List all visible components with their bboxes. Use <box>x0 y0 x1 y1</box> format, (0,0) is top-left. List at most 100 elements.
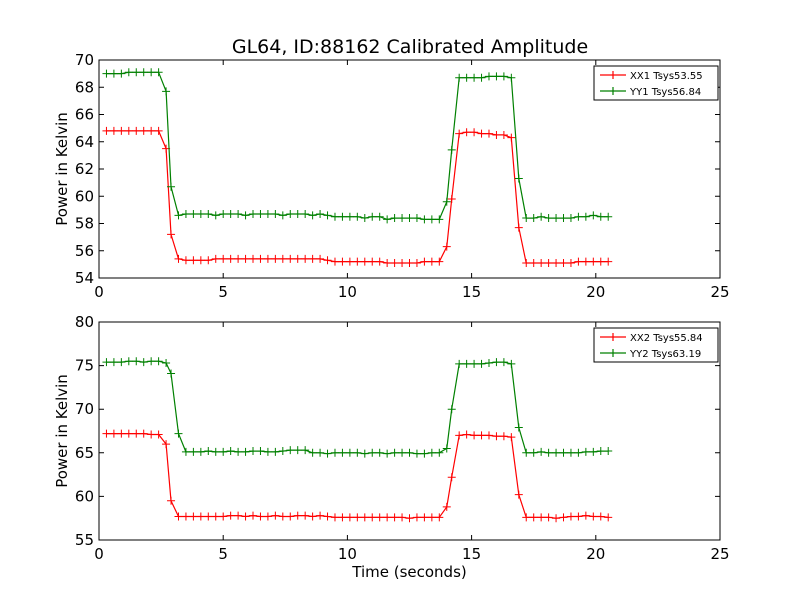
data-point <box>442 242 451 251</box>
data-point <box>219 512 228 521</box>
data-point <box>427 257 436 266</box>
data-point <box>537 447 546 456</box>
data-point <box>405 514 414 523</box>
legend-swatch <box>600 87 626 95</box>
x-tick-label: 20 <box>586 283 605 301</box>
data-point <box>537 259 546 268</box>
data-point <box>537 212 546 221</box>
legend: XX1 Tsys53.55 YY1 Tsys56.84 <box>593 65 719 101</box>
data-point <box>566 259 575 268</box>
data-point <box>522 214 531 223</box>
y-tick-label: 58 <box>75 215 94 233</box>
data-point <box>383 259 392 268</box>
data-point <box>552 514 561 523</box>
data-point <box>323 211 332 220</box>
data-point <box>470 128 479 137</box>
data-point <box>537 513 546 522</box>
data-point <box>196 256 205 265</box>
y-tick-label: 54 <box>75 269 94 287</box>
data-point <box>323 512 332 521</box>
data-point <box>204 256 213 265</box>
data-point <box>484 431 493 440</box>
top-panel: 0 5 10 15 20 25 54 56 58 60 62 64 66 68 70 Power in Kel… <box>53 51 730 301</box>
data-point <box>360 513 369 522</box>
data-point <box>263 447 272 456</box>
y-tick-label: 70 <box>75 51 94 69</box>
data-point <box>405 448 414 457</box>
data-point <box>256 512 265 521</box>
data-point <box>147 68 156 77</box>
data-point <box>596 257 605 266</box>
data-point <box>286 512 295 521</box>
data-point <box>529 259 538 268</box>
data-point <box>271 447 280 456</box>
x-tick-label: 15 <box>462 283 481 301</box>
legend-box <box>593 327 719 363</box>
y-tick-label: 65 <box>75 444 94 462</box>
data-point <box>256 254 265 263</box>
data-point <box>455 431 464 440</box>
data-point <box>249 254 258 263</box>
y-axis-label: Power in Kelvin <box>53 112 71 226</box>
data-point <box>529 214 538 223</box>
data-point <box>435 513 444 522</box>
x-tick-label: 0 <box>94 283 104 301</box>
data-point <box>211 211 220 220</box>
series-markers-yy2 <box>102 357 613 458</box>
data-point <box>383 449 392 458</box>
data-point <box>442 502 451 511</box>
data-point <box>529 513 538 522</box>
data-point <box>338 513 347 522</box>
data-point <box>286 446 295 455</box>
data-point <box>167 182 176 191</box>
data-point <box>559 259 568 268</box>
data-point <box>398 448 407 457</box>
data-point <box>368 513 377 522</box>
y-tick-label: 75 <box>75 357 94 375</box>
data-point <box>219 209 228 218</box>
y-tick-label: 55 <box>75 531 94 549</box>
data-point <box>308 448 317 457</box>
data-point <box>132 357 141 366</box>
data-point <box>249 511 258 520</box>
data-point <box>301 209 310 218</box>
data-point <box>589 211 598 220</box>
data-point <box>278 211 287 220</box>
data-point <box>375 257 384 266</box>
data-point <box>226 447 235 456</box>
legend-label: YY1 Tsys56.84 <box>629 87 701 98</box>
data-point <box>375 448 384 457</box>
data-point <box>484 358 493 367</box>
data-point <box>462 128 471 137</box>
y-tick-label: 64 <box>75 133 94 151</box>
data-point <box>124 68 133 77</box>
data-point <box>420 257 429 266</box>
data-point <box>390 513 399 522</box>
data-point <box>219 254 228 263</box>
data-point <box>278 447 287 456</box>
data-point <box>345 513 354 522</box>
data-point <box>196 209 205 218</box>
data-point <box>412 214 421 223</box>
data-point <box>368 448 377 457</box>
data-point <box>189 447 198 456</box>
data-point <box>552 448 561 457</box>
data-point <box>271 254 280 263</box>
data-point <box>604 212 613 221</box>
data-point <box>211 447 220 456</box>
y-tick-label: 62 <box>75 160 94 178</box>
data-point <box>462 359 471 368</box>
data-point <box>139 429 148 438</box>
data-point <box>398 513 407 522</box>
data-point <box>353 448 362 457</box>
data-point <box>412 449 421 458</box>
data-point <box>604 513 613 522</box>
data-point <box>293 209 302 218</box>
data-point <box>241 512 250 521</box>
data-point <box>462 73 471 82</box>
data-point <box>529 448 538 457</box>
data-point <box>499 72 508 81</box>
data-point <box>470 431 479 440</box>
data-point <box>566 214 575 223</box>
y-tick-label: 70 <box>75 400 94 418</box>
